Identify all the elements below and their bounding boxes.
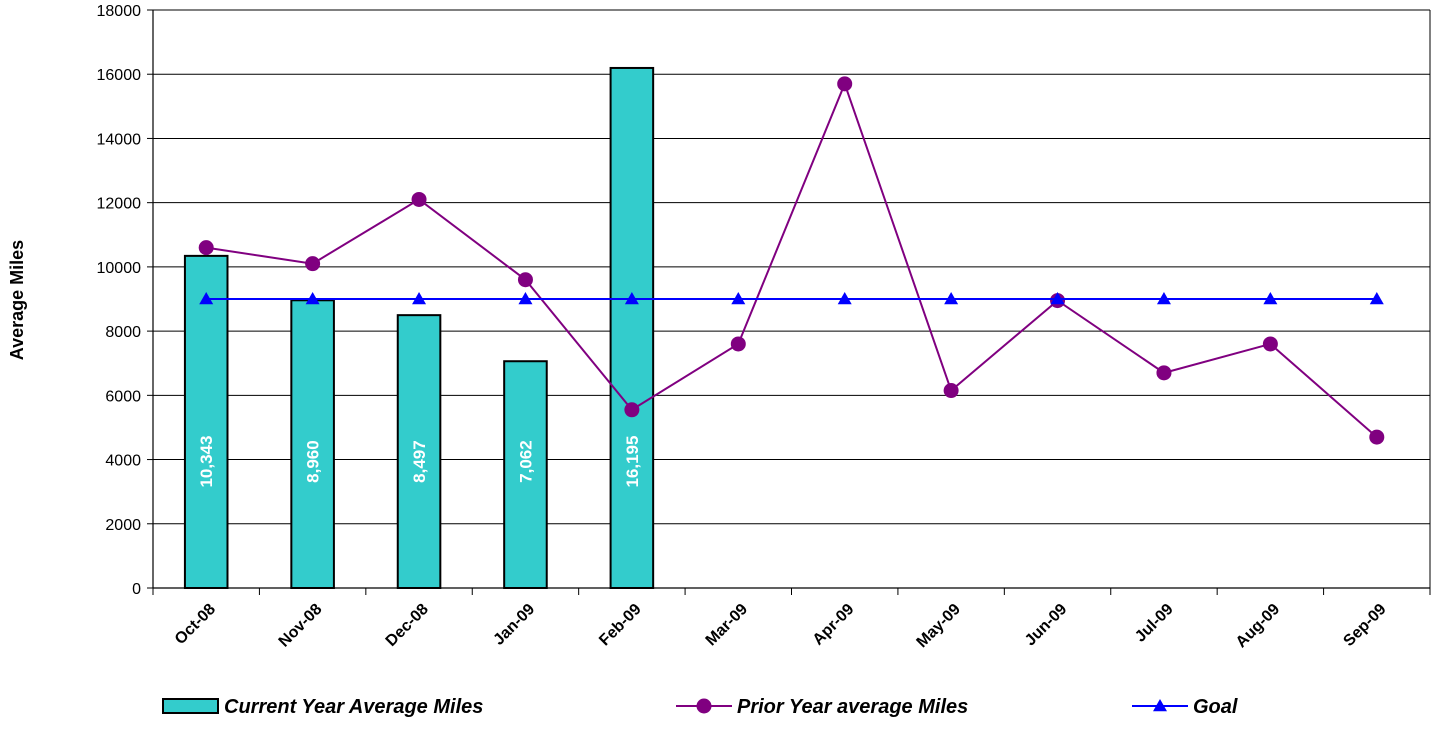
y-tick-label: 10000 [97,260,142,277]
x-tick-label: Nov-08 [276,601,326,651]
data-point-circle [1369,430,1384,445]
x-tick-label: Oct-08 [172,601,219,648]
series-line [206,84,1377,437]
data-point-circle [1263,336,1278,351]
legend-label: Current Year Average Miles [224,696,483,718]
y-tick-label: 0 [132,581,141,598]
legend-swatch-marker [697,699,712,714]
data-label: 16,195 [623,436,642,488]
x-tick-label: Jun-09 [1022,601,1071,650]
x-tick-label: Sep-09 [1340,601,1389,650]
gridlines [153,10,1430,524]
y-tick-label: 4000 [105,453,141,470]
data-label: 8,960 [304,440,323,483]
data-point-circle [518,272,533,287]
bar [611,68,654,588]
bar [185,256,228,588]
y-tick-label: 14000 [97,131,142,148]
data-label: 10,343 [197,436,216,488]
y-tick-label: 16000 [97,67,142,84]
y-axis-label: Average Miles [7,240,27,360]
x-tick-label: Aug-09 [1233,601,1283,651]
data-point-circle [305,256,320,271]
data-point-circle [731,336,746,351]
data-label: 8,497 [410,440,429,483]
data-point-circle [412,192,427,207]
data-point-circle [624,402,639,417]
legend-swatch-bar [163,699,218,713]
x-tick-label: Dec-08 [383,601,432,650]
legend-label: Goal [1193,696,1238,718]
y-tick-label: 6000 [105,388,141,405]
data-point-circle [1156,365,1171,380]
legend-label: Prior Year average Miles [737,696,968,718]
line-series [199,76,1385,444]
x-tick-label: Feb-09 [596,601,645,650]
y-tick-label: 2000 [105,517,141,534]
y-tick-label: 8000 [105,324,141,341]
x-tick-label: Mar-09 [703,601,752,650]
data-labels: 10,343 8,960 8,497 7,062 16,195 [197,436,642,488]
bar-series [185,68,653,588]
x-tick-label: Jul-09 [1132,601,1177,646]
x-tick-label: Jan-09 [490,601,538,649]
legend: Current Year Average Miles Prior Year ave… [163,696,1238,718]
data-point-circle [944,383,959,398]
data-label: 7,062 [516,440,535,483]
x-tick-label: May-09 [914,601,964,651]
data-point-circle [837,76,852,91]
data-point-circle [199,240,214,255]
y-tick-label: 12000 [97,196,142,213]
x-tick-label: Apr-09 [810,601,858,649]
y-tick-label: 18000 [97,3,142,20]
